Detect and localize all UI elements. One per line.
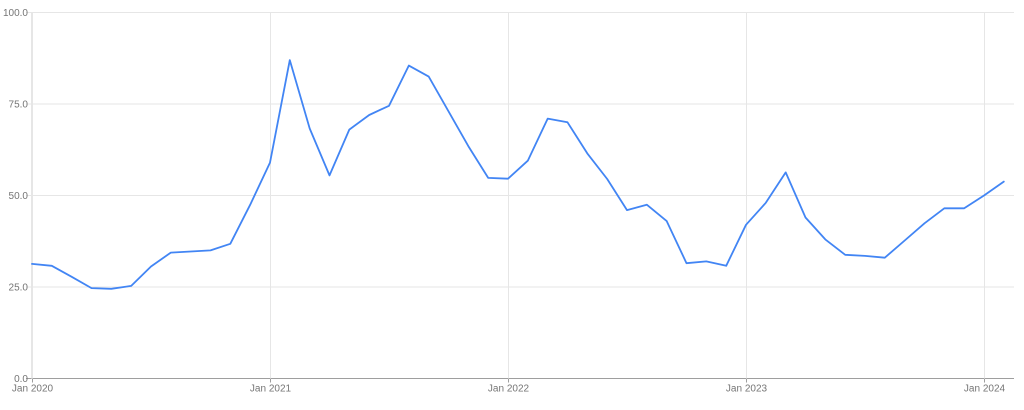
x-tick-label: Jan 2020 [12, 384, 54, 395]
x-tick-label: Jan 2024 [964, 384, 1006, 395]
x-tick-label: Jan 2023 [726, 384, 768, 395]
y-tick-label: 25.0 [9, 283, 29, 294]
y-tick-label: 0.0 [14, 374, 28, 385]
y-tick-label: 100.0 [3, 8, 28, 19]
y-tick-label: 50.0 [9, 191, 29, 202]
plot-area[interactable] [32, 13, 1015, 379]
x-tick-label: Jan 2022 [488, 384, 530, 395]
y-tick-label: 75.0 [9, 100, 29, 111]
x-tick-label: Jan 2021 [250, 384, 292, 395]
gridlines [26, 12, 1014, 383]
trend-line[interactable] [31, 59, 1005, 290]
